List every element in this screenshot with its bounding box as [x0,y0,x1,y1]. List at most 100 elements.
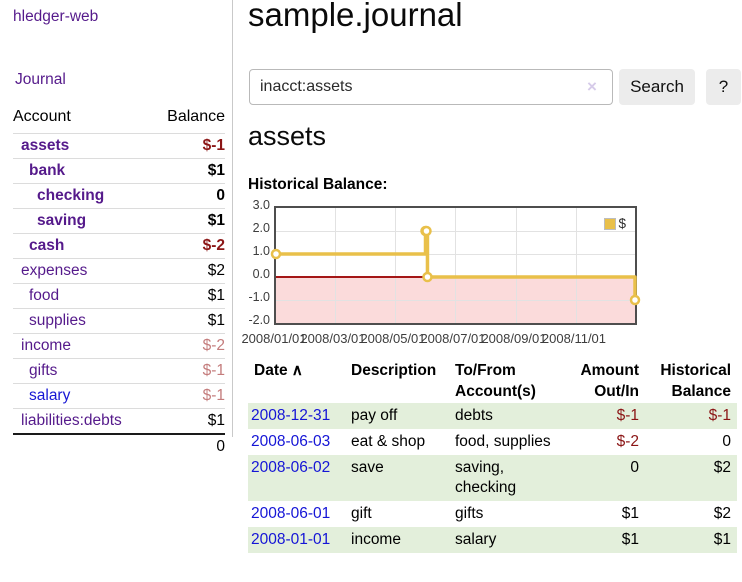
account-row: income $-2 [13,333,225,359]
gridline [335,208,336,323]
column-header-accounts[interactable]: To/From Account(s) [455,362,536,400]
account-cell: income [13,333,152,359]
amount-cell: $-1 [616,407,639,424]
account-heading: assets [248,121,327,151]
account-balance: 0 [151,183,225,209]
account-link-liabilities-debts[interactable]: liabilities:debts [21,412,122,429]
account-balance: $2 [151,258,225,284]
transaction-date-link[interactable]: 2008-06-01 [251,505,331,522]
balance-cell: $2 [713,459,731,476]
gridline [395,208,396,323]
transaction-row: 2008-12-31 pay off debts $-1 $-1 [248,403,737,429]
balance-cell: $-1 [708,407,731,424]
account-cell: expenses [13,258,152,284]
page-title: sample.journal [248,0,463,33]
account-balance: $1 [151,308,225,334]
data-point-marker [629,294,641,306]
column-header-amount[interactable]: Amount Out/In [580,362,639,400]
account-row: gifts $-1 [13,358,225,384]
legend-swatch-icon [604,217,617,230]
y-axis-label: 0.0 [252,267,270,281]
amount-cell: 0 [630,459,639,476]
accounts-header-account: Account [13,108,71,125]
description-cell: save [351,459,384,476]
date-cell: 2008-01-01 [248,527,345,553]
transaction-date-link[interactable]: 2008-01-01 [251,531,331,548]
amount-cell: $1 [621,531,639,548]
transactions-section: Date ∧ Description To/From Account(s) Amo… [248,359,738,553]
account-link-checking[interactable]: checking [37,187,105,204]
search-button[interactable]: Search [619,69,695,105]
help-button[interactable]: ? [706,69,741,105]
accounts-cell: debts [455,407,493,424]
account-cell: assets [13,133,152,159]
date-cell: 2008-12-31 [248,403,345,429]
account-link-supplies[interactable]: supplies [29,312,86,329]
search-input[interactable] [249,69,613,105]
account-link-bank[interactable]: bank [29,162,66,179]
accounts-body: assets $-1 bank $1 checking 0 saving $1 cash $-2 e… [13,133,225,434]
account-link-expenses[interactable]: expenses [21,262,88,279]
transaction-date-link[interactable]: 2008-06-02 [251,459,331,476]
date-cell: 2008-06-01 [248,501,345,527]
account-link-cash[interactable]: cash [29,237,65,254]
account-balance: $-2 [151,233,225,259]
account-balance: $1 [151,208,225,234]
column-header-date[interactable]: Date ∧ [254,362,303,379]
clear-search-icon[interactable]: × [587,77,597,96]
y-axis-label: -1.0 [248,290,270,304]
account-balance: $-1 [151,358,225,384]
account-link-income[interactable]: income [21,337,71,354]
transaction-date-link[interactable]: 2008-12-31 [251,407,331,424]
gridline [515,208,517,323]
amount-cell: $1 [621,505,639,522]
accounts-total-value: 0 [151,433,225,459]
account-link-food[interactable]: food [29,287,60,304]
gridline [575,208,577,323]
x-axis-label: 2008/01/01 [241,331,307,346]
accounts-cell: gifts [455,505,484,522]
accounts-table: Account Balance assets $-1 bank $1 checking 0… [13,104,225,459]
column-header-description[interactable]: Description [351,362,437,379]
account-row: salary $-1 [13,383,225,409]
accounts-header-row: Account Balance [13,104,225,134]
account-balance: $-1 [151,383,225,409]
account-cell: cash [13,233,152,259]
account-link-salary[interactable]: salary [29,387,71,404]
transaction-row: 2008-01-01 income salary $1 $1 [248,527,737,553]
app-brand-link[interactable]: hledger-web [13,8,99,25]
account-row: cash $-2 [13,233,225,259]
accounts-total-row: 0 [13,433,225,459]
y-axis-label: 1.0 [252,244,270,258]
account-link-saving[interactable]: saving [37,212,87,229]
chart-plot: $ [270,206,641,325]
account-cell: checking [13,183,152,209]
description-cell: eat & shop [351,433,426,450]
sort-asc-icon: ∧ [291,362,303,379]
search-form: × Search ? [248,69,742,105]
chart-title: Historical Balance: [248,176,388,193]
sidebar: hledger-web Journal Account Balance asse… [0,0,233,459]
accounts-cell: saving, checking [455,459,517,496]
series-line [270,225,641,306]
sidebar-item-journal[interactable]: Journal [15,71,66,88]
column-header-balance[interactable]: Historical Balance [660,362,731,400]
y-axis-label: 2.0 [252,221,270,235]
transactions-body: 2008-12-31 pay off debts $-1 $-1 2008-06-03 ea… [248,403,737,553]
transaction-date-link[interactable]: 2008-06-03 [251,433,331,450]
account-cell: salary [13,383,152,409]
balance-cell: $1 [713,531,731,548]
balance-cell: 0 [722,433,731,450]
account-row: bank $1 [13,158,225,184]
account-link-gifts[interactable]: gifts [29,362,58,379]
account-balance: $1 [151,408,225,434]
account-row: liabilities:debts $1 [13,408,225,434]
balance-cell: $2 [713,505,731,522]
account-cell: bank [13,158,152,184]
account-row: supplies $1 [13,308,225,334]
data-point-marker [422,271,433,283]
accounts-cell: salary [455,531,497,548]
x-axis-label: 2008/05/01 [360,331,426,346]
account-link-assets[interactable]: assets [21,137,70,154]
main-content: sample.journal × Search ? assets Histori… [241,0,742,582]
